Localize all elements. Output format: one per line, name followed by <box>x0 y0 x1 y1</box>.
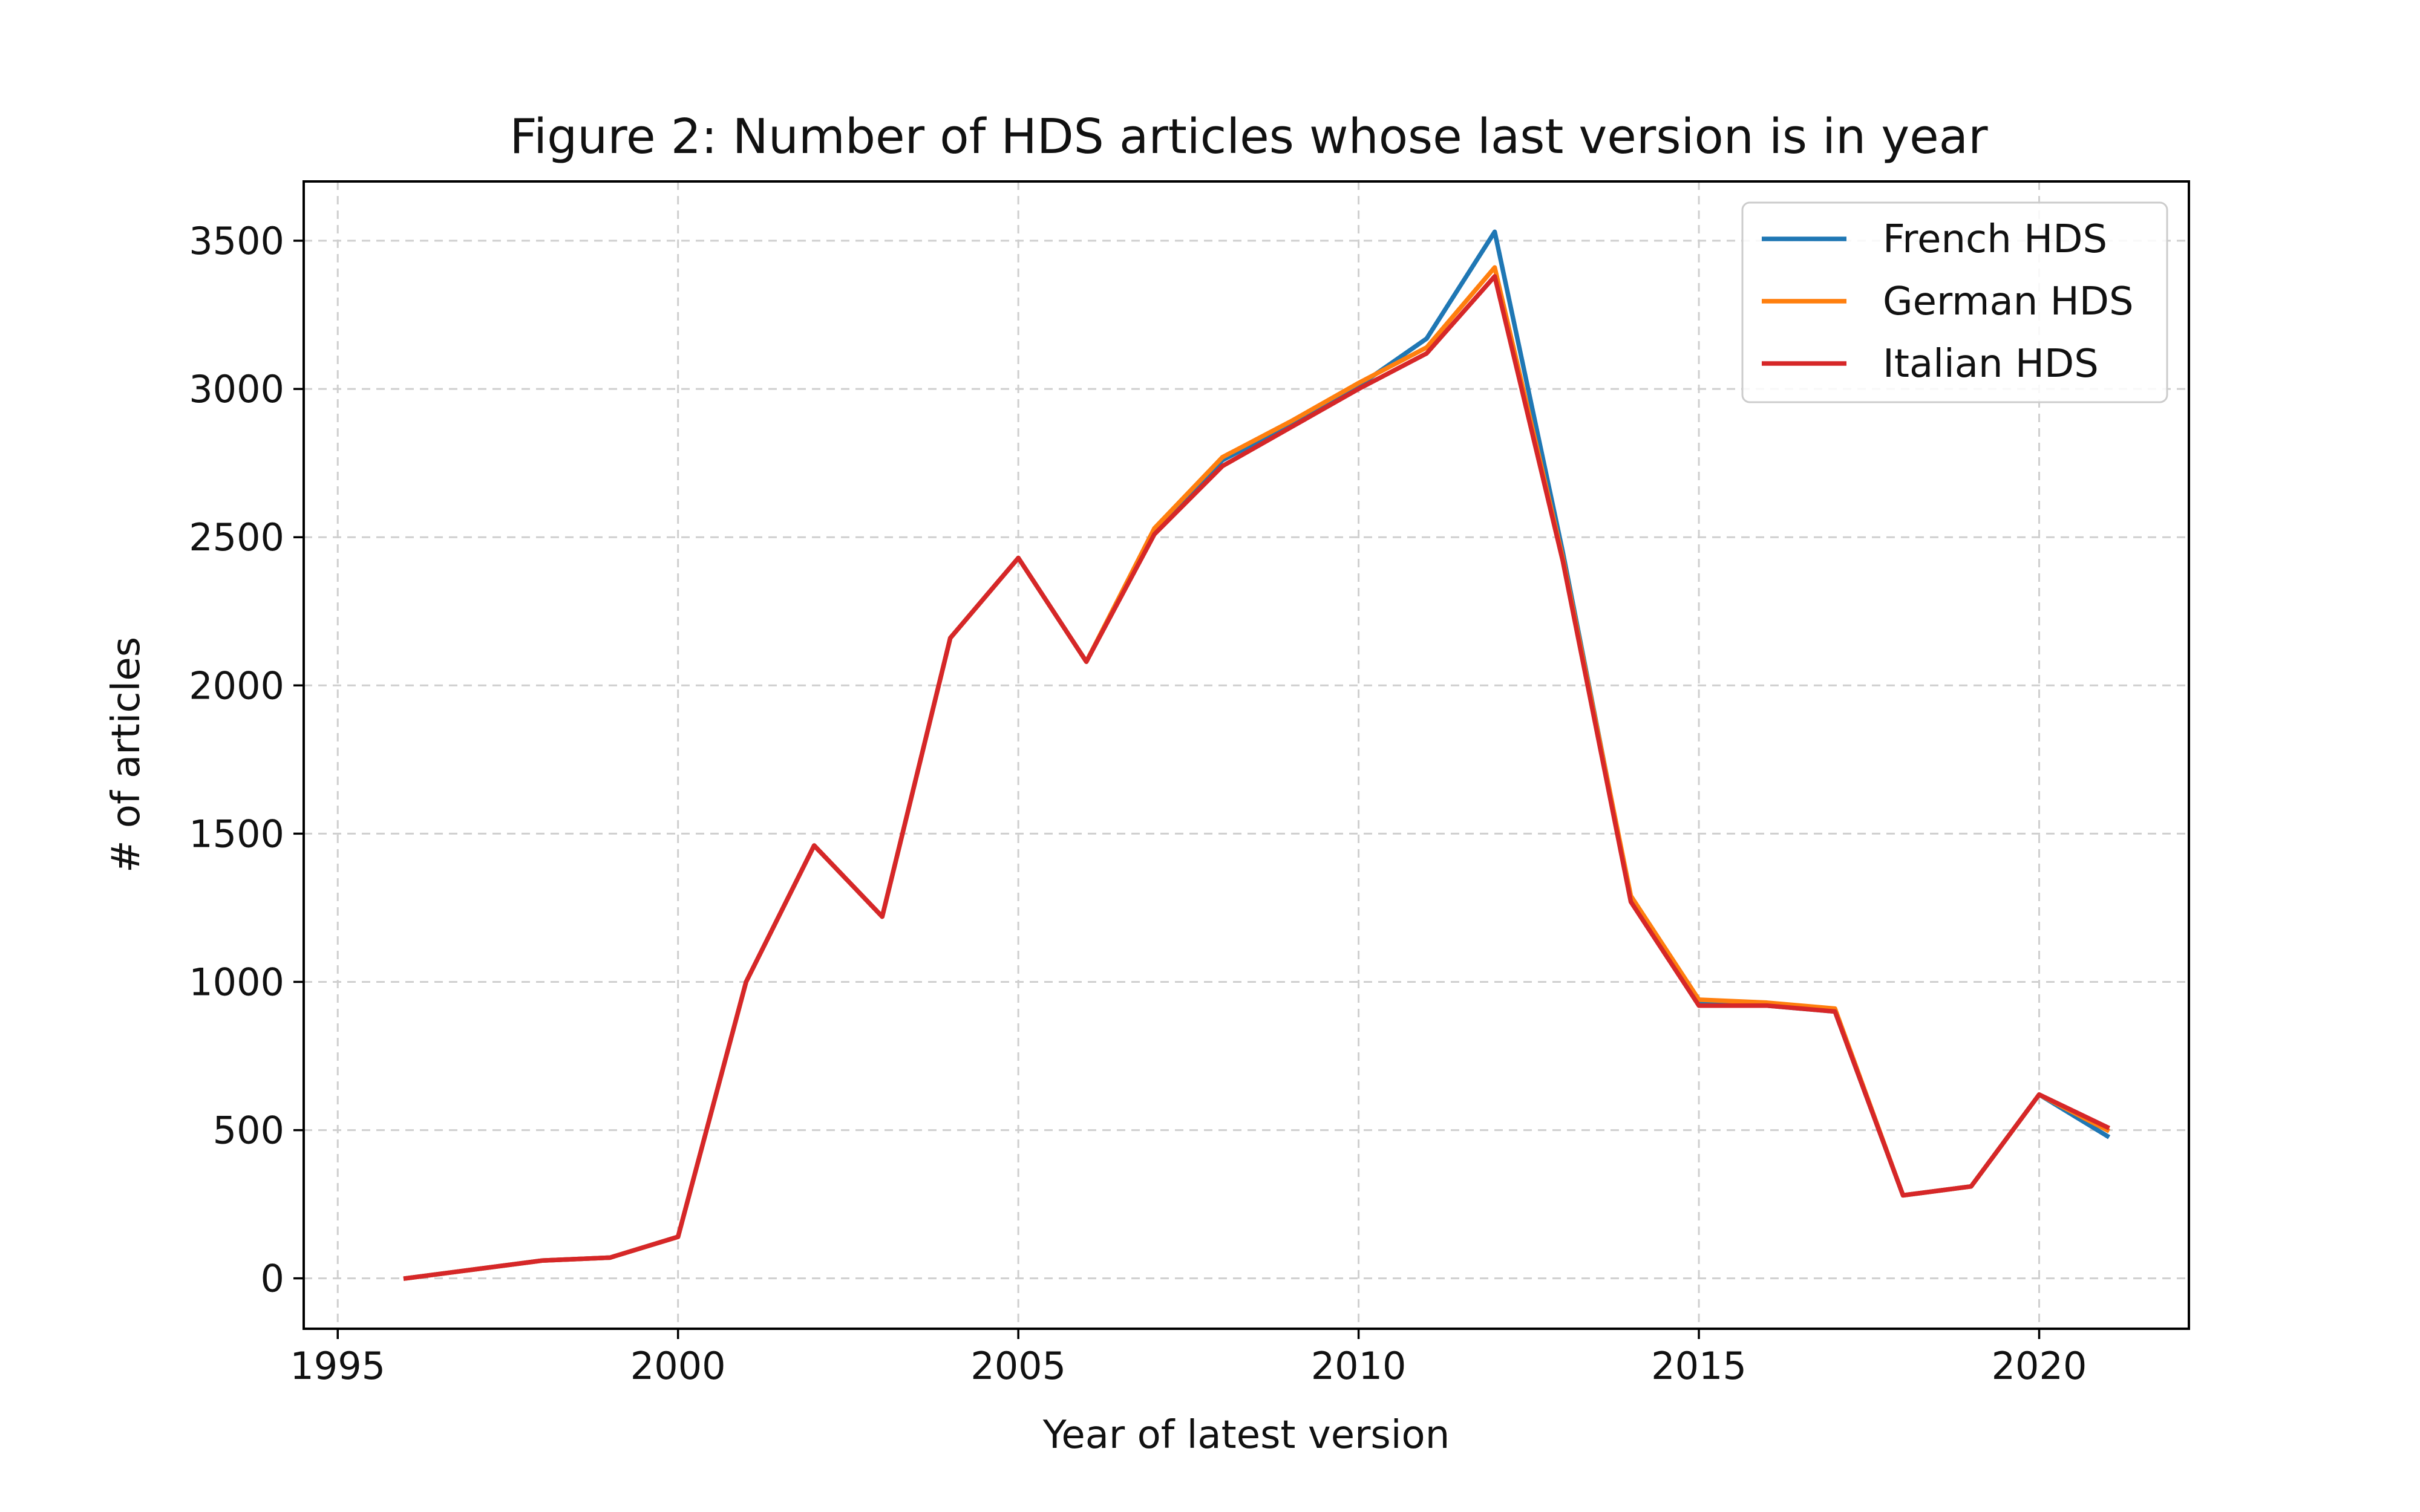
y-tick-label: 2500 <box>189 515 284 559</box>
x-tick-label: 1995 <box>290 1344 385 1388</box>
x-tick-label: 2020 <box>1992 1344 2087 1388</box>
y-tick-label: 1500 <box>189 812 284 856</box>
series-line-italian-hds <box>403 274 2111 1281</box>
y-tick-label: 1000 <box>189 960 284 1004</box>
y-tick-label: 3500 <box>189 219 284 263</box>
legend-items: French HDS German HDS Italian HDS <box>1762 217 2134 386</box>
y-tick-label: 3000 <box>189 367 284 411</box>
y-axis-label: # of articles <box>104 637 149 873</box>
legend-label: German HDS <box>1883 279 2134 324</box>
series-lines <box>403 229 2111 1281</box>
legend-box <box>1741 201 2168 403</box>
x-tick-label: 2015 <box>1651 1344 1747 1388</box>
legend-label: French HDS <box>1883 217 2107 262</box>
x-tick-label: 2005 <box>970 1344 1066 1388</box>
y-tick-label: 0 <box>261 1257 284 1301</box>
x-tick-label: 2000 <box>630 1344 726 1388</box>
y-axis: 0 500 1000 1500 2000 2500 3000 3500 <box>189 219 304 1301</box>
x-tick-label: 2010 <box>1311 1344 1407 1388</box>
y-tick-label: 2000 <box>189 663 284 708</box>
x-axis: 1995 2000 2005 2010 2015 2020 <box>290 1329 2087 1388</box>
plot-frame <box>302 180 2190 1330</box>
x-axis-label: Year of latest version <box>1042 1413 1450 1458</box>
y-tick-label: 500 <box>213 1109 284 1153</box>
legend-label: Italian HDS <box>1883 342 2099 386</box>
legend: French HDS German HDS Italian HDS <box>1741 201 2168 403</box>
chart-title: Figure 2: Number of HDS articles whose l… <box>509 109 1988 165</box>
